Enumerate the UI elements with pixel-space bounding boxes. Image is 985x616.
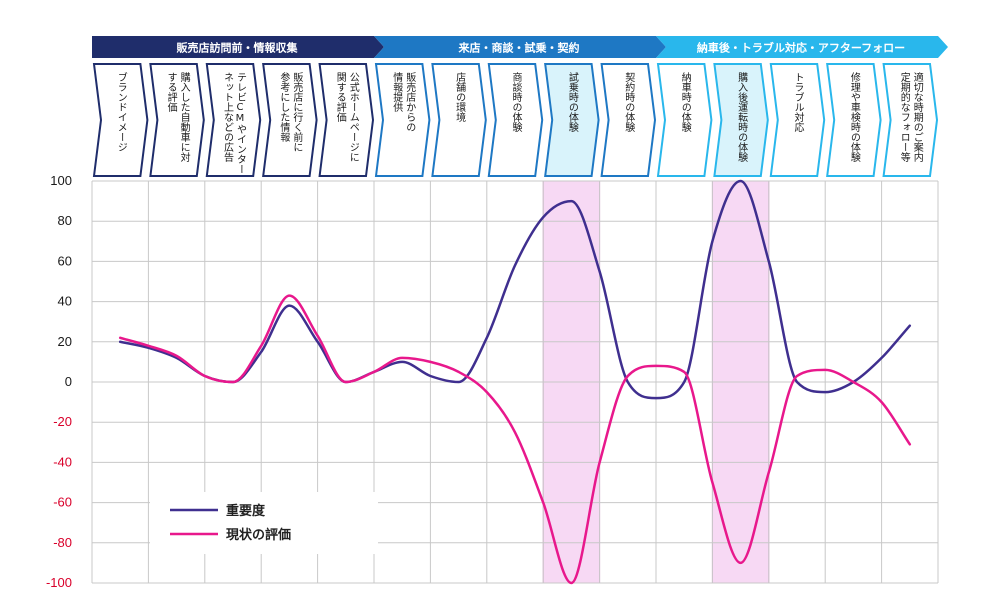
step-label: 契約時の体験 bbox=[623, 71, 635, 133]
series-line-current-evaluation bbox=[118, 294, 912, 585]
step-label: 修理や車検時の体験 bbox=[848, 71, 860, 163]
step-chevron bbox=[318, 63, 375, 177]
step-label: テレビCMやインター bbox=[235, 72, 247, 174]
phase-label: 納車後・トラブル対応・アフターフォロー bbox=[697, 41, 905, 55]
step-chevron bbox=[882, 63, 939, 177]
step-chevron bbox=[487, 63, 544, 177]
step-chevron bbox=[544, 63, 600, 177]
step-chevron bbox=[769, 63, 826, 177]
step-chevron bbox=[149, 63, 205, 177]
step-chevron bbox=[600, 63, 657, 177]
step-chevron bbox=[262, 63, 318, 177]
step-label: ブランドイメージ bbox=[115, 71, 127, 152]
step-label: トラブル対応 bbox=[792, 72, 804, 132]
y-tick-label: 40 bbox=[58, 294, 72, 309]
phase-label: 来店・商談・試乗・契約 bbox=[458, 41, 580, 55]
step-chevron bbox=[92, 63, 149, 177]
y-tick-label: -60 bbox=[53, 495, 72, 510]
step-label: 情報提供 bbox=[391, 71, 403, 113]
phase-banner bbox=[92, 36, 384, 58]
phase-banner bbox=[374, 36, 666, 58]
y-tick-label: 20 bbox=[58, 334, 72, 349]
y-tick-label: -100 bbox=[46, 575, 72, 590]
legend-label: 重要度 bbox=[226, 503, 266, 519]
step-label: 店舗の環境 bbox=[454, 71, 466, 123]
step-label: 関する評価 bbox=[334, 72, 346, 122]
y-tick-label: -20 bbox=[53, 414, 72, 429]
step-chevron bbox=[826, 63, 882, 177]
y-tick-label: 80 bbox=[58, 213, 72, 228]
legend-label: 現状の評価 bbox=[226, 527, 291, 543]
step-chevron bbox=[431, 63, 487, 177]
legend-box bbox=[150, 492, 378, 554]
step-label: 公式ホームページに bbox=[347, 72, 359, 162]
phase-label: 販売店訪問前・情報収集 bbox=[177, 41, 299, 55]
series-line-importance bbox=[118, 179, 912, 400]
step-label: 購入した自動車に対 bbox=[178, 71, 190, 162]
step-label: 適切な時期のご案内 bbox=[911, 71, 923, 163]
step-label: 購入後運転時の体験 bbox=[736, 71, 748, 163]
y-tick-label: 60 bbox=[58, 253, 72, 268]
step-chevron bbox=[713, 63, 769, 177]
step-chevron bbox=[205, 63, 262, 177]
step-label: 定期的なフォロー等 bbox=[898, 71, 910, 162]
step-label: 納車時の体験 bbox=[679, 71, 691, 133]
step-label: 参考にした情報 bbox=[278, 71, 290, 143]
y-tick-label: -40 bbox=[53, 454, 72, 469]
y-tick-label: -80 bbox=[53, 535, 72, 550]
step-chevron bbox=[374, 63, 431, 177]
y-tick-label: 0 bbox=[65, 374, 72, 389]
step-label: する評価 bbox=[165, 72, 177, 112]
y-tick-label: 100 bbox=[50, 173, 72, 188]
phase-banner bbox=[656, 36, 948, 58]
step-label: ネット上などの広告 bbox=[222, 72, 234, 163]
step-label: 販売店からの bbox=[404, 72, 416, 132]
phase-header: 販売店訪問前・情報収集 来店・商談・試乗・契約 納車後・トラブル対応・アフターフォロ… bbox=[92, 36, 948, 58]
step-label: 販売店に行く前に bbox=[291, 72, 303, 152]
step-chevron bbox=[656, 63, 713, 177]
step-label: 試乗時の体験 bbox=[566, 71, 578, 133]
step-label: 商談時の体験 bbox=[510, 71, 522, 133]
